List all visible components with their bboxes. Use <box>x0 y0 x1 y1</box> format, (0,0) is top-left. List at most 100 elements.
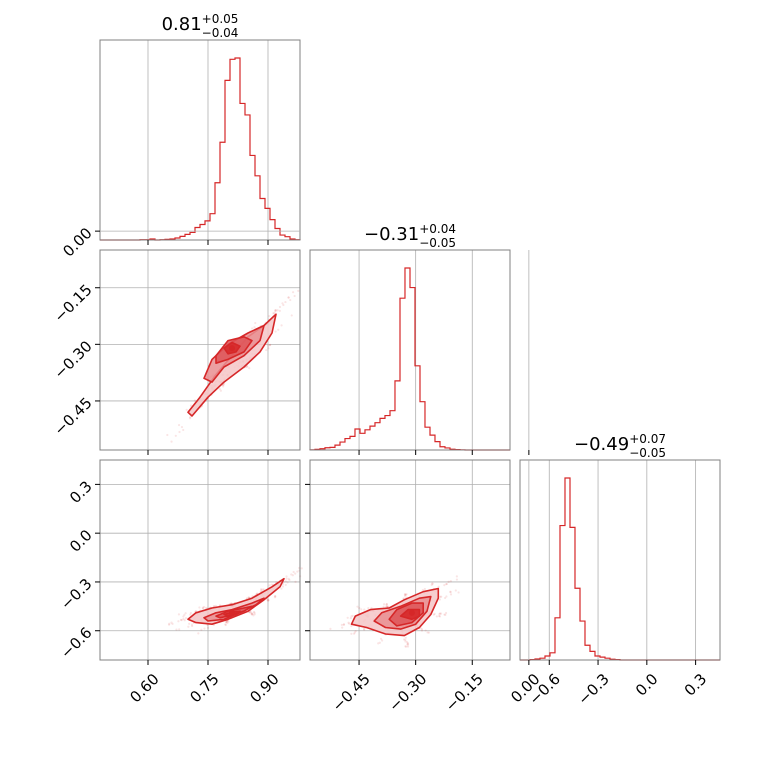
sample-point <box>177 613 181 616</box>
sample-point <box>266 598 269 601</box>
sample-point <box>225 621 228 624</box>
panel-frame <box>309 459 511 661</box>
sample-point <box>426 631 429 634</box>
sample-point <box>449 590 452 593</box>
x-tick-label: 0.90 <box>246 670 282 706</box>
sample-point <box>251 327 254 330</box>
y-tick-label: −0.30 <box>50 337 95 382</box>
sample-point <box>350 625 353 628</box>
sample-point <box>246 365 249 368</box>
sample-point <box>341 626 344 629</box>
sample-point <box>253 613 256 616</box>
sample-point <box>189 613 192 616</box>
sample-point <box>177 423 181 427</box>
sample-point <box>405 640 409 644</box>
sample-point <box>445 582 448 586</box>
title-value: −0.31 <box>364 224 419 245</box>
sample-point <box>183 619 186 622</box>
sample-point <box>296 570 299 573</box>
sample-point <box>406 645 410 648</box>
sample-point <box>435 615 438 618</box>
sample-point <box>342 623 346 626</box>
sample-point <box>268 344 272 347</box>
sample-point <box>170 440 173 443</box>
title-minus: −0.05 <box>419 236 456 250</box>
sample-point <box>274 595 277 598</box>
sample-point <box>171 622 174 625</box>
sample-point <box>421 588 424 592</box>
contour-level-0 <box>187 577 285 625</box>
sample-point <box>350 615 353 618</box>
sample-point <box>383 603 386 606</box>
panel-title-0: 0.81+0.05 −0.04 <box>162 12 239 40</box>
y-tick-label: −0.15 <box>50 281 95 326</box>
sample-point <box>284 580 287 583</box>
sample-point <box>293 294 296 298</box>
panel-background <box>100 460 300 660</box>
sample-point <box>431 582 434 585</box>
sample-point <box>281 585 285 588</box>
sample-point <box>250 611 253 615</box>
sample-point <box>287 577 290 580</box>
sample-point <box>385 605 388 608</box>
sample-point <box>367 607 370 610</box>
sample-point <box>248 611 251 614</box>
sample-point <box>249 611 252 614</box>
histogram-panel-2: −0.49+0.07 −0.05 <box>519 432 721 661</box>
sample-point <box>179 618 183 621</box>
sample-point <box>185 408 188 411</box>
sample-point <box>291 291 295 294</box>
sample-point <box>404 638 407 642</box>
sample-point <box>273 594 277 598</box>
sample-point <box>166 433 169 437</box>
sample-point <box>300 567 303 570</box>
sample-point <box>358 606 361 610</box>
sample-point <box>280 324 283 327</box>
sample-point <box>253 611 256 614</box>
sample-point <box>267 599 270 602</box>
x-tick-label: −0.3 <box>574 670 612 708</box>
sample-point <box>294 572 297 575</box>
x-tick-label: 0.3 <box>681 670 711 700</box>
histogram-panel-0: 0.81+0.05 −0.04 <box>99 12 301 241</box>
sample-point <box>348 622 351 625</box>
sample-point <box>190 623 194 626</box>
sample-point <box>261 588 264 591</box>
sample-point <box>182 617 185 621</box>
sample-point <box>278 309 281 312</box>
sample-point <box>443 613 446 616</box>
sample-point <box>385 604 388 607</box>
title-value: −0.49 <box>574 434 629 455</box>
y-tick-label: 0.0 <box>66 526 96 556</box>
sample-point <box>362 627 366 631</box>
scatter-panel-2 <box>309 459 530 661</box>
sample-point <box>437 585 440 588</box>
sample-point <box>404 645 407 648</box>
sample-point <box>251 612 254 616</box>
sample-point <box>260 588 263 591</box>
sample-point <box>269 343 272 346</box>
sample-point <box>288 578 291 582</box>
sample-point <box>346 616 349 619</box>
sample-point <box>248 367 251 370</box>
sample-point <box>439 595 442 598</box>
sample-point <box>406 643 409 646</box>
sample-point <box>183 613 186 616</box>
sample-point <box>198 606 201 609</box>
sample-point <box>427 631 430 634</box>
sample-point <box>405 645 408 648</box>
x-tick-label: −0.15 <box>442 670 487 715</box>
sample-point <box>274 309 277 312</box>
y-tick-label: −0.6 <box>57 624 95 662</box>
sample-point <box>286 581 289 584</box>
sample-point <box>287 296 290 299</box>
sample-point <box>182 428 185 432</box>
sample-point <box>438 598 441 601</box>
sample-point <box>226 621 229 625</box>
sample-point <box>403 593 407 596</box>
sample-point <box>187 625 190 628</box>
sample-point <box>445 582 448 586</box>
sample-point <box>252 610 256 614</box>
sample-point <box>402 638 406 641</box>
